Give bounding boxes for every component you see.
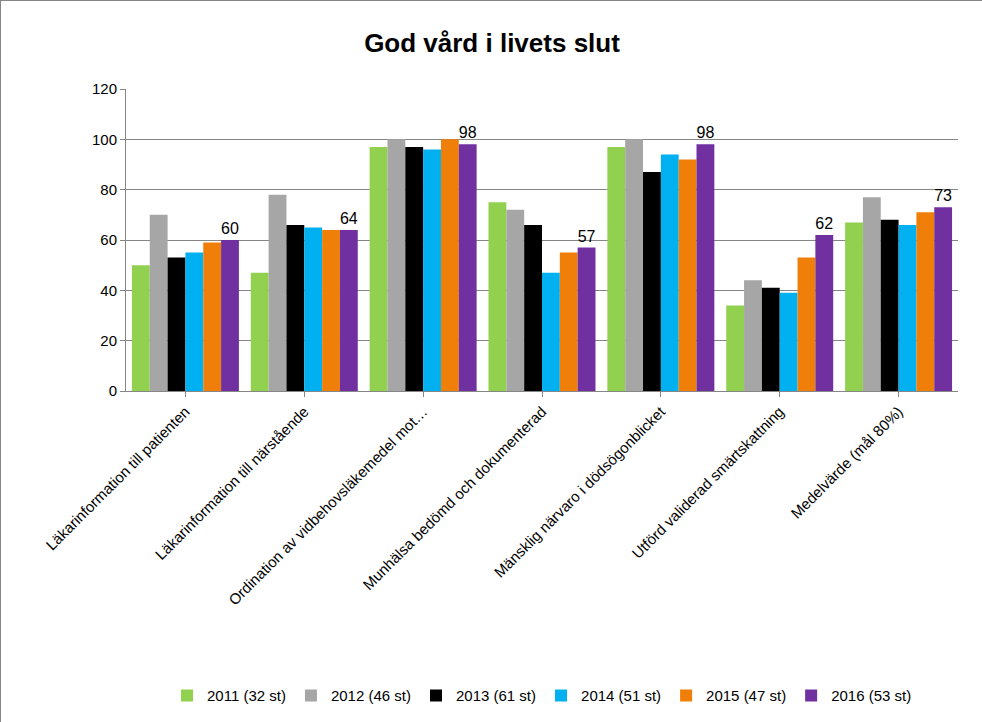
svg-text:Munhälsa bedömd och dokumenter: Munhälsa bedömd och dokumenterad bbox=[359, 403, 549, 593]
svg-text:20: 20 bbox=[100, 332, 117, 349]
svg-text:0: 0 bbox=[109, 382, 117, 399]
svg-text:80: 80 bbox=[100, 181, 117, 198]
svg-text:Mänsklig närvaro i dödsögonbli: Mänsklig närvaro i dödsögonblicket bbox=[491, 402, 669, 580]
svg-text:98: 98 bbox=[459, 124, 477, 141]
svg-text:Ordination av vidbehovsläkemed: Ordination av vidbehovsläkemedel mot… bbox=[225, 403, 430, 608]
svg-text:2011 (32 st): 2011 (32 st) bbox=[207, 687, 286, 704]
svg-text:57: 57 bbox=[578, 228, 596, 245]
svg-text:2013 (61 st): 2013 (61 st) bbox=[456, 687, 536, 704]
svg-text:100: 100 bbox=[92, 131, 117, 148]
svg-text:Medelvärde (mål 80%): Medelvärde (mål 80%) bbox=[787, 403, 906, 522]
svg-text:2014 (51 st): 2014 (51 st) bbox=[581, 687, 661, 704]
svg-text:73: 73 bbox=[934, 187, 952, 204]
svg-text:Läkarinformation till närståen: Läkarinformation till närstående bbox=[152, 403, 312, 563]
svg-text:98: 98 bbox=[696, 124, 714, 141]
svg-text:Utförd validerad smärtskattnin: Utförd validerad smärtskattning bbox=[628, 403, 787, 562]
svg-text:40: 40 bbox=[100, 282, 117, 299]
svg-text:God vård i livets slut: God vård i livets slut bbox=[364, 28, 620, 58]
svg-text:2015 (47 st): 2015 (47 st) bbox=[706, 687, 786, 704]
svg-text:120: 120 bbox=[92, 80, 117, 97]
svg-text:Läkarinformation till patiente: Läkarinformation till patienten bbox=[42, 403, 193, 554]
svg-text:60: 60 bbox=[100, 231, 117, 248]
svg-text:2012 (46 st): 2012 (46 st) bbox=[331, 687, 411, 704]
svg-text:60: 60 bbox=[221, 220, 239, 237]
svg-text:62: 62 bbox=[815, 215, 833, 232]
svg-text:64: 64 bbox=[340, 210, 358, 227]
svg-text:2016 (53 st): 2016 (53 st) bbox=[831, 687, 911, 704]
